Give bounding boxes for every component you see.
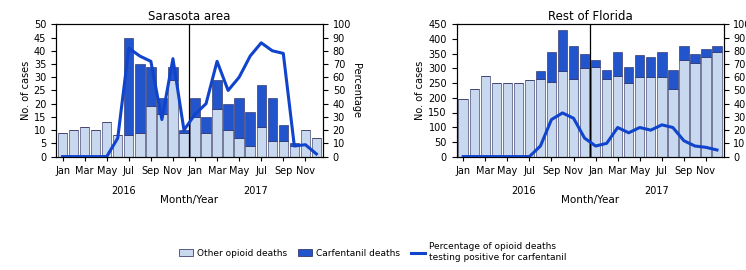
Bar: [690, 63, 700, 157]
Bar: [679, 60, 689, 157]
Bar: [102, 122, 111, 157]
Bar: [190, 117, 200, 157]
Bar: [646, 57, 656, 77]
Bar: [201, 133, 210, 157]
Bar: [635, 55, 645, 77]
Bar: [514, 83, 523, 157]
Bar: [234, 98, 244, 138]
Text: 2017: 2017: [644, 186, 668, 196]
Bar: [690, 54, 700, 63]
Title: Sarasota area: Sarasota area: [148, 10, 231, 23]
Bar: [668, 70, 677, 89]
Bar: [213, 80, 222, 109]
Bar: [503, 83, 512, 157]
Bar: [157, 114, 166, 157]
Bar: [201, 117, 210, 133]
Bar: [58, 133, 67, 157]
Bar: [223, 104, 233, 130]
Text: 2017: 2017: [243, 186, 268, 196]
Bar: [613, 76, 622, 157]
Bar: [547, 52, 557, 82]
Bar: [91, 130, 101, 157]
Bar: [146, 67, 156, 106]
Bar: [569, 79, 578, 157]
Bar: [278, 141, 288, 157]
Bar: [558, 30, 567, 71]
Bar: [157, 98, 166, 114]
Bar: [569, 46, 578, 79]
Bar: [624, 83, 633, 157]
Bar: [113, 136, 122, 157]
Bar: [135, 64, 145, 133]
Bar: [69, 130, 78, 157]
Bar: [80, 127, 90, 157]
Bar: [646, 77, 656, 157]
Bar: [223, 130, 233, 157]
Bar: [712, 46, 721, 52]
Bar: [459, 99, 468, 157]
Bar: [635, 77, 645, 157]
Bar: [558, 71, 567, 157]
Bar: [190, 98, 200, 117]
Bar: [312, 138, 321, 157]
Bar: [536, 71, 545, 79]
Bar: [169, 80, 178, 157]
Bar: [278, 125, 288, 141]
Bar: [580, 54, 589, 68]
Bar: [245, 112, 255, 146]
Bar: [289, 146, 299, 157]
Bar: [257, 85, 266, 127]
Bar: [480, 76, 490, 157]
Bar: [524, 80, 534, 157]
Bar: [135, 133, 145, 157]
Text: 2016: 2016: [111, 186, 136, 196]
Bar: [657, 52, 666, 77]
Bar: [613, 52, 622, 76]
Bar: [268, 98, 277, 141]
Y-axis label: No. of cases: No. of cases: [416, 61, 425, 120]
X-axis label: Month/Year: Month/Year: [160, 195, 219, 205]
Bar: [679, 46, 689, 60]
Bar: [268, 141, 277, 157]
Bar: [234, 138, 244, 157]
Bar: [169, 67, 178, 80]
Bar: [469, 89, 479, 157]
Bar: [179, 133, 189, 157]
Bar: [179, 130, 189, 133]
Bar: [257, 127, 266, 157]
Text: 2016: 2016: [512, 186, 536, 196]
Bar: [602, 70, 611, 79]
Bar: [213, 109, 222, 157]
Bar: [289, 143, 299, 146]
Bar: [701, 57, 711, 157]
Bar: [602, 79, 611, 157]
Bar: [712, 52, 721, 157]
Bar: [492, 83, 501, 157]
Bar: [245, 146, 255, 157]
Bar: [591, 60, 601, 67]
Bar: [657, 77, 666, 157]
Title: Rest of Florida: Rest of Florida: [548, 10, 633, 23]
Bar: [701, 49, 711, 57]
Y-axis label: Percentage: Percentage: [351, 63, 361, 118]
Y-axis label: No. of cases: No. of cases: [21, 61, 31, 120]
Bar: [124, 136, 134, 157]
Bar: [668, 89, 677, 157]
X-axis label: Month/Year: Month/Year: [561, 195, 619, 205]
Bar: [146, 106, 156, 157]
Bar: [536, 79, 545, 157]
Legend: Other opioid deaths, Carfentanil deaths, Percentage of opioid deaths
testing pos: Other opioid deaths, Carfentanil deaths,…: [175, 239, 571, 265]
Bar: [624, 67, 633, 83]
Bar: [124, 38, 134, 136]
Bar: [580, 68, 589, 157]
Bar: [591, 67, 601, 157]
Bar: [301, 130, 310, 157]
Bar: [547, 82, 557, 157]
